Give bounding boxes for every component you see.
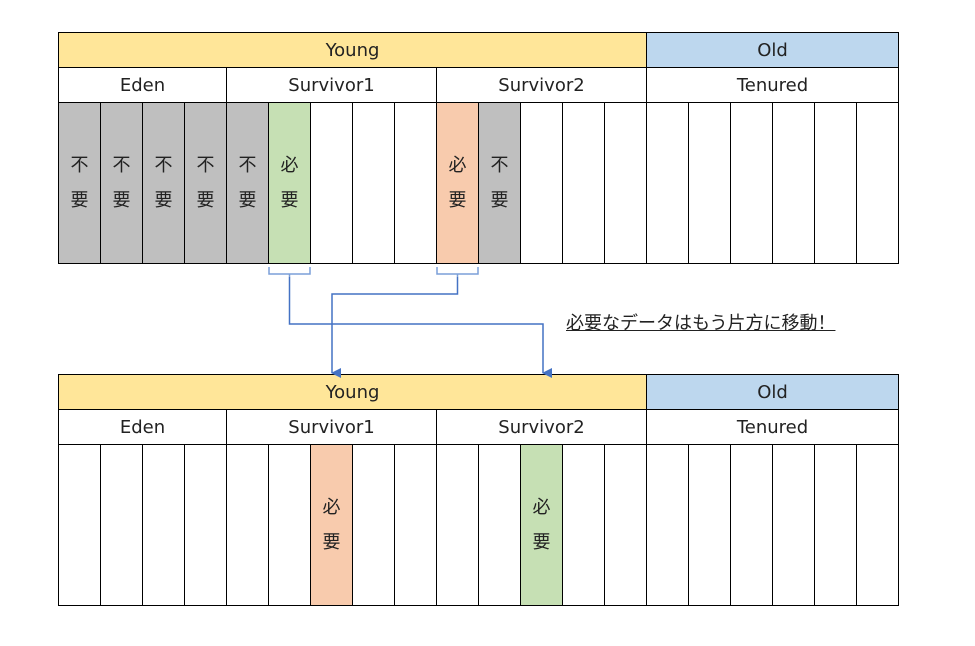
memory-cell bbox=[730, 444, 773, 606]
memory-cell: 必要 bbox=[520, 444, 563, 606]
move-note: 必要なデータはもう片方に移動！ bbox=[566, 313, 836, 334]
memory-cell bbox=[100, 444, 143, 606]
cell-label: 必 bbox=[322, 497, 341, 518]
space-survivor2: Survivor2 bbox=[436, 67, 647, 103]
cell-label: 要 bbox=[112, 190, 131, 211]
memory-cell bbox=[310, 102, 353, 264]
arrow-to-survivor2 bbox=[288, 277, 552, 378]
cell-label: 不 bbox=[70, 155, 89, 176]
cell-label: 必 bbox=[448, 155, 467, 176]
memory-cell bbox=[856, 102, 899, 264]
memory-cell bbox=[772, 102, 815, 264]
cell-label: 要 bbox=[154, 190, 173, 211]
memory-cell bbox=[268, 444, 311, 606]
cell-label: 不 bbox=[490, 155, 509, 176]
memory-cell bbox=[688, 102, 731, 264]
memory-cell bbox=[184, 444, 227, 606]
memory-cell bbox=[730, 102, 773, 264]
cell-label: 要 bbox=[238, 190, 257, 211]
memory-cell bbox=[562, 444, 605, 606]
cell-label: 要 bbox=[322, 532, 341, 553]
space-eden: Eden bbox=[58, 67, 227, 103]
memory-cell: 不要 bbox=[58, 102, 101, 264]
bracket-survivor2 bbox=[436, 267, 479, 277]
region-old: Old bbox=[646, 374, 899, 410]
memory-cell bbox=[58, 444, 101, 606]
space-tenured: Tenured bbox=[646, 67, 899, 103]
memory-cell bbox=[352, 444, 395, 606]
cell-label: 要 bbox=[70, 190, 89, 211]
memory-cell bbox=[814, 102, 857, 264]
memory-cell bbox=[478, 444, 521, 606]
memory-cell: 必要 bbox=[436, 102, 479, 264]
cell-label: 不 bbox=[238, 155, 257, 176]
memory-cell: 不要 bbox=[100, 102, 143, 264]
memory-cell bbox=[394, 102, 437, 264]
cell-label: 必 bbox=[280, 155, 299, 176]
memory-cell: 不要 bbox=[184, 102, 227, 264]
space-survivor2: Survivor2 bbox=[436, 409, 647, 445]
memory-cell bbox=[394, 444, 437, 606]
cell-label: 不 bbox=[154, 155, 173, 176]
cell-label: 不 bbox=[196, 155, 215, 176]
arrow-to-survivor1 bbox=[331, 277, 459, 378]
memory-cell: 不要 bbox=[142, 102, 185, 264]
memory-cell bbox=[562, 102, 605, 264]
memory-cell bbox=[856, 444, 899, 606]
memory-cell: 不要 bbox=[478, 102, 521, 264]
cell-label: 要 bbox=[280, 190, 299, 211]
cell-label: 必 bbox=[532, 497, 551, 518]
memory-cell bbox=[520, 102, 563, 264]
memory-cell bbox=[604, 444, 647, 606]
cell-label: 要 bbox=[448, 190, 467, 211]
region-young: Young bbox=[58, 32, 647, 68]
bracket-survivor1 bbox=[268, 267, 311, 277]
cell-label: 要 bbox=[490, 190, 509, 211]
cell-label: 不 bbox=[112, 155, 131, 176]
cell-label: 要 bbox=[532, 532, 551, 553]
memory-cell bbox=[436, 444, 479, 606]
cell-label: 要 bbox=[196, 190, 215, 211]
